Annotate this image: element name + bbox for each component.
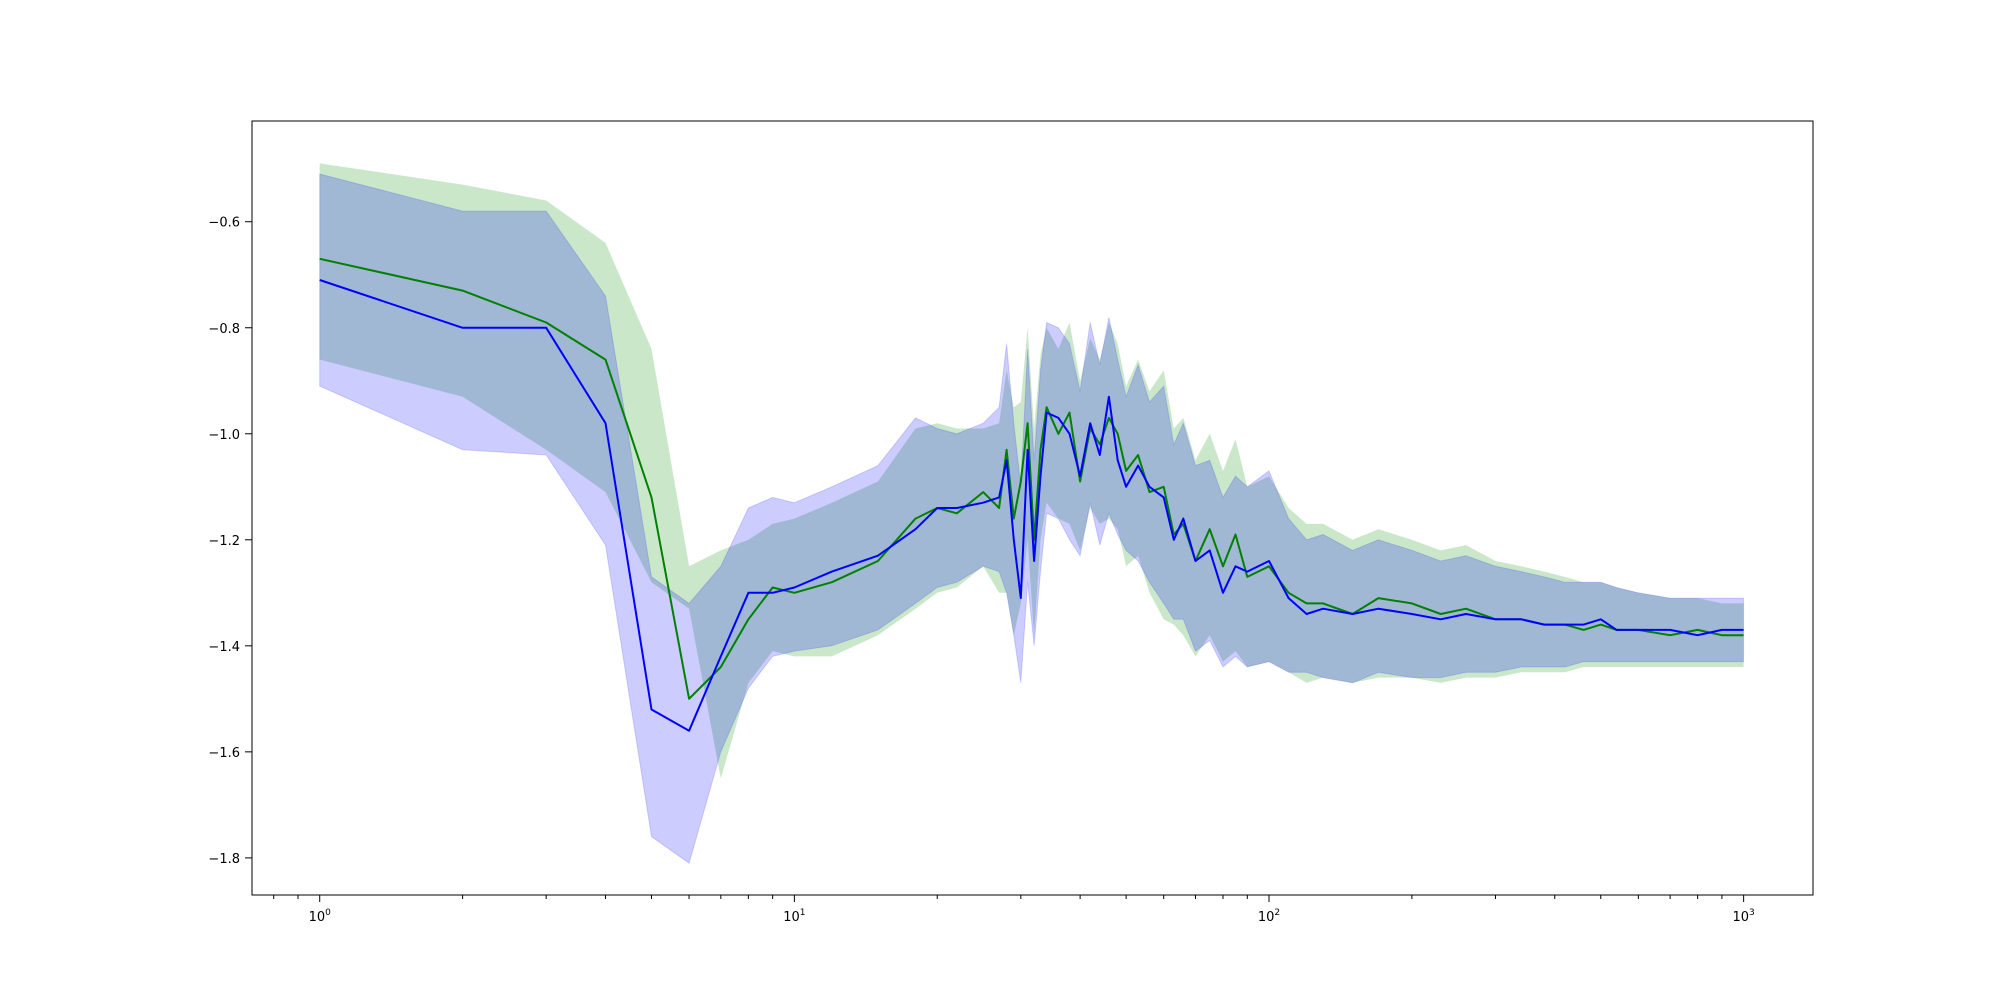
y-tick-label: −0.6 (208, 216, 240, 231)
series-line-blue (319, 279, 1744, 732)
x-axis: 100 101 102 103 (273, 895, 1755, 925)
x-tick-label: 103 (1733, 908, 1755, 925)
band-green (319, 163, 1744, 779)
series-lines (319, 257, 1744, 732)
y-axis: −0.6 −0.8 −1.0 −1.2 −1.4 −1.6 −1.8 (208, 216, 252, 867)
x-tick-label: 100 (309, 908, 332, 925)
x-tick-label: 101 (783, 908, 805, 925)
y-tick-label: −1.0 (208, 428, 240, 443)
y-tick-label: −1.8 (208, 852, 240, 867)
y-tick-label: −1.2 (208, 534, 240, 549)
y-tick-label: −1.6 (208, 746, 240, 761)
y-tick-label: −1.4 (208, 640, 240, 655)
plot-frame (251, 120, 1814, 896)
x-tick-label: 102 (1258, 908, 1280, 925)
y-tick-label: −0.8 (208, 322, 240, 337)
